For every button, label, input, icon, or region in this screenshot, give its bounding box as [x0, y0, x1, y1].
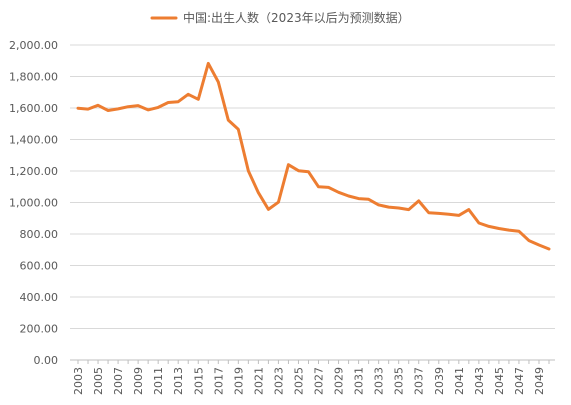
y-tick-label: 1,400.00 [9, 134, 58, 147]
series-layer [76, 61, 551, 251]
y-tick-label: 1,000.00 [9, 197, 58, 210]
x-tick-label: 2005 [92, 367, 105, 395]
x-tick-label: 2003 [72, 367, 85, 395]
x-tick-label: 2007 [112, 367, 125, 395]
x-tick-label: 2027 [313, 367, 326, 395]
gridlines [70, 44, 555, 329]
y-tick-label: 600.00 [20, 260, 59, 273]
y-tick-label: 2,000.00 [9, 39, 58, 52]
x-tick-label: 2037 [413, 367, 426, 395]
x-tick-label: 2045 [493, 367, 506, 395]
x-tick-label: 2015 [192, 367, 205, 395]
y-tick-label: 200.00 [20, 323, 59, 336]
x-tick-label: 2011 [152, 367, 165, 395]
legend-label: 中国:出生人数（2023年以后为预测数据） [183, 10, 410, 25]
y-tick-label: 400.00 [20, 291, 59, 304]
series-line [76, 61, 551, 251]
x-tick-label: 2029 [333, 367, 346, 395]
x-tick-label: 2043 [473, 367, 486, 395]
y-tick-label: 800.00 [20, 228, 59, 241]
x-tick-label: 2025 [292, 367, 305, 395]
x-tick-label: 2039 [433, 367, 446, 395]
x-tick-label: 2035 [393, 367, 406, 395]
y-tick-label: 0.00 [34, 354, 59, 367]
x-tick-label: 2021 [252, 367, 265, 395]
x-tick-label: 2023 [272, 367, 285, 395]
y-tick-label: 1,800.00 [9, 71, 58, 84]
x-tick-label: 2013 [172, 367, 185, 395]
y-tick-label: 1,200.00 [9, 165, 58, 178]
x-tick-label: 2049 [533, 367, 546, 395]
y-axis-tick-labels: 0.00 200.00 400.00 600.00 800.00 1,000.00 1,20… [9, 39, 58, 367]
x-tick-label: 2017 [212, 367, 225, 395]
x-tick-label: 2047 [513, 367, 526, 395]
y-tick-label: 1,600.00 [9, 102, 58, 115]
x-axis [70, 359, 555, 364]
x-axis-tick-labels: 2003 2005 2007 2009 2011 2013 2015 2017 2019 2021… [72, 367, 546, 395]
x-tick-label: 2031 [353, 367, 366, 395]
x-tick-label: 2009 [132, 367, 145, 395]
legend: 中国:出生人数（2023年以后为预测数据） [150, 10, 410, 25]
x-tick-label: 2033 [373, 367, 386, 395]
x-tick-label: 2041 [453, 367, 466, 395]
x-tick-label: 2019 [232, 367, 245, 395]
